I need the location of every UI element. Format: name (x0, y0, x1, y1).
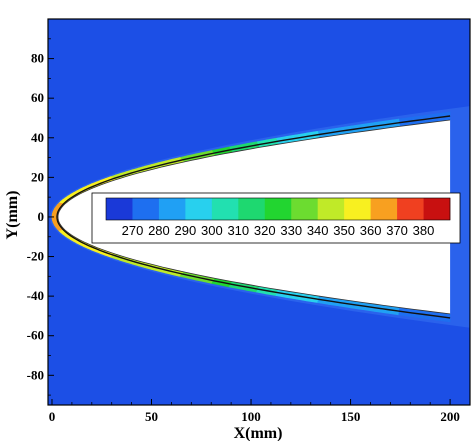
y-tick-label: -60 (27, 328, 44, 343)
x-tick-label: 50 (145, 409, 158, 424)
colorbar-swatch (344, 198, 371, 220)
colorbar-swatch (158, 198, 186, 220)
y-tick-label: 0 (38, 209, 45, 224)
colorbar-swatch (423, 198, 451, 220)
colorbar-label: 280 (148, 223, 170, 238)
colorbar-label: 330 (280, 223, 302, 238)
colorbar-swatch (106, 198, 133, 220)
surface-contour-line (56, 115, 451, 319)
colorbar-label: 310 (227, 223, 249, 238)
colorbar-label: 340 (307, 223, 329, 238)
colorbar-label: 300 (201, 223, 223, 238)
y-tick-label: 80 (31, 51, 44, 66)
y-tick-label: -20 (27, 249, 44, 264)
y-tick-label: -80 (27, 367, 44, 382)
y-tick-label: 40 (31, 130, 44, 145)
x-tick-label: 100 (241, 409, 261, 424)
body-outline (57, 119, 451, 315)
colorbar-swatch (238, 198, 266, 220)
x-tick-label: 200 (440, 409, 460, 424)
colorbar-label: 320 (254, 223, 276, 238)
y-axis: -80 -60 -40 -20 0 20 40 60 80 (27, 38, 54, 396)
x-axis-title: X(mm) (234, 425, 283, 441)
colorbar-swatch (211, 198, 239, 220)
x-tick-label: 150 (341, 409, 361, 424)
colorbar-label: 350 (333, 223, 355, 238)
colorbar-outline (105, 197, 451, 221)
y-tick-label: -40 (27, 288, 44, 303)
colorbar-swatch (132, 198, 160, 220)
colorbar-swatch (397, 198, 424, 220)
colorbar-label: 290 (175, 223, 197, 238)
colorbar-swatch (317, 198, 345, 220)
colorbar-label: 360 (360, 223, 382, 238)
x-axis: 0 50 100 150 200 (49, 399, 460, 424)
colorbar-label: 270 (122, 223, 144, 238)
plot-frame (47, 18, 471, 406)
colorbar-swatch (291, 198, 318, 220)
y-tick-label: 60 (31, 90, 44, 105)
colorbar-swatch (185, 198, 213, 220)
y-tick-label: 20 (31, 169, 44, 184)
colorbar-label: 370 (386, 223, 408, 238)
y-axis-title: Y(mm) (4, 191, 21, 240)
colorbar-swatch (264, 198, 292, 220)
colorbar-label: 380 (413, 223, 435, 238)
colorbar: 270 280 290 300 310 320 330 340 350 360 370 380 (91, 192, 461, 244)
colorbar-swatch (370, 198, 398, 220)
plot-border (47, 18, 471, 406)
x-tick-label: 0 (49, 409, 56, 424)
